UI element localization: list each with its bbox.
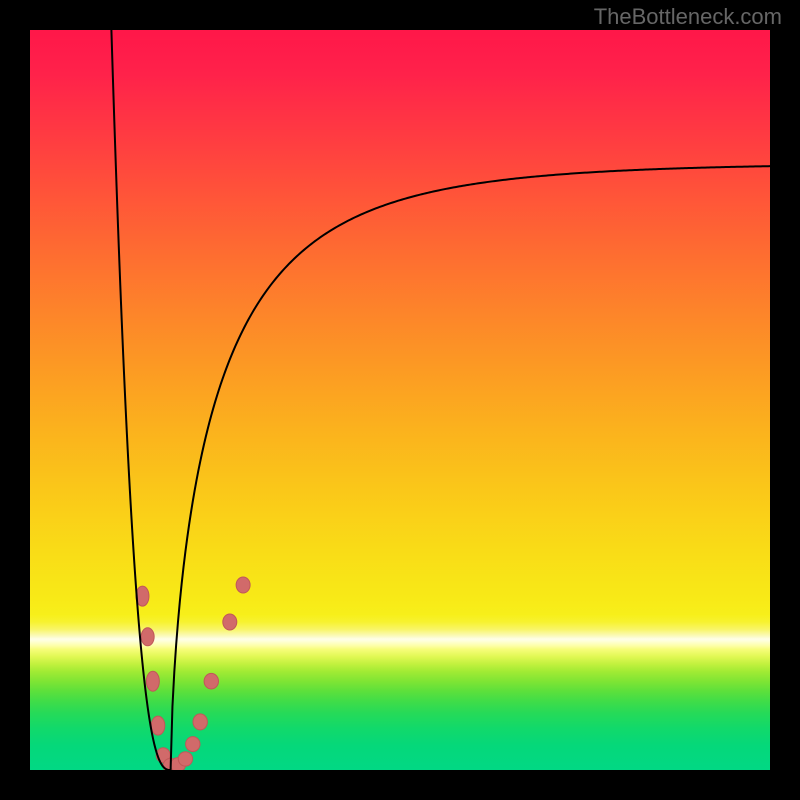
curve-marker <box>223 614 237 630</box>
curve-marker <box>146 671 159 691</box>
curve-marker <box>141 628 154 646</box>
gradient-background <box>30 30 770 770</box>
curve-marker <box>186 737 200 752</box>
curve-marker <box>178 752 192 766</box>
bottleneck-chart <box>30 30 770 770</box>
chart-container: TheBottleneck.com <box>0 0 800 800</box>
watermark-text: TheBottleneck.com <box>594 4 782 30</box>
curve-marker <box>236 577 250 593</box>
curve-marker <box>204 673 218 689</box>
curve-marker <box>193 714 207 730</box>
curve-marker <box>151 716 165 735</box>
